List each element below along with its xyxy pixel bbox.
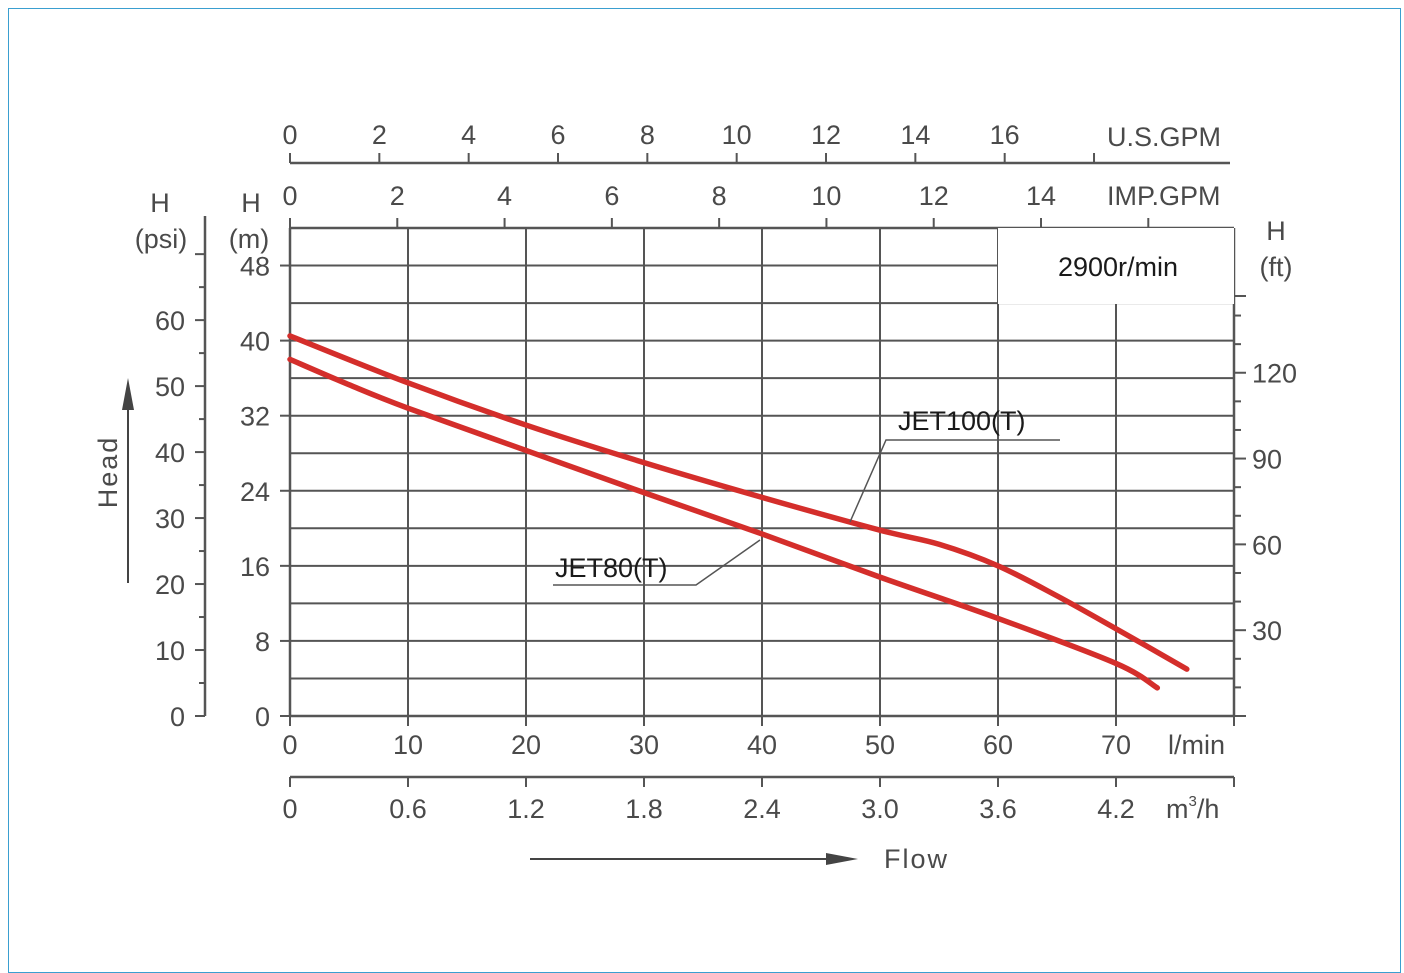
y-ft-tick-label: 60 <box>1252 530 1282 560</box>
head-arrow-head <box>122 378 134 410</box>
x-m3h-tick-label: 1.2 <box>507 794 545 824</box>
x-impgpm-tick-label: 14 <box>1026 181 1056 211</box>
x-m3h-tick-label: 1.8 <box>625 794 663 824</box>
y-psi-label-bottom: (psi) <box>135 224 188 254</box>
x-m3h-unit-base: m <box>1166 794 1189 824</box>
x-m3h-tick-label: 0 <box>282 794 297 824</box>
x-lmin-tick-label: 70 <box>1101 730 1131 760</box>
x-lmin-unit: l/min <box>1168 730 1225 760</box>
y-m-tick-label: 0 <box>255 702 270 732</box>
y-m-label-bottom: (m) <box>229 224 269 254</box>
y-psi-tick-label: 20 <box>155 570 185 600</box>
y-psi-tick-label: 30 <box>155 504 185 534</box>
y-m-tick-label: 16 <box>240 552 270 582</box>
x-usgpm-tick-label: 2 <box>372 120 387 150</box>
y-m-label-top: H <box>241 188 261 218</box>
x-impgpm-unit: IMP.GPM <box>1107 181 1221 211</box>
y-m-tick-label: 24 <box>240 477 270 507</box>
y-psi-label-top: H <box>150 188 170 218</box>
grid <box>290 228 1234 716</box>
x-m3h-tick-label: 0.6 <box>389 794 427 824</box>
x-usgpm-tick-label: 6 <box>550 120 565 150</box>
y-m-tick-label: 8 <box>255 627 270 657</box>
curve-jet100 <box>287 333 1190 672</box>
series-label-jet80: JET80(T) <box>555 553 668 583</box>
y-m-tick-label: 32 <box>240 402 270 432</box>
x-usgpm-tick-label: 14 <box>900 120 930 150</box>
y-ft-tick-label: 120 <box>1252 359 1297 389</box>
x-usgpm-tick-label: 0 <box>282 120 297 150</box>
y-psi-tick-label: 60 <box>155 306 185 336</box>
curve-jet80 <box>287 356 1161 691</box>
leader-jet80 <box>553 539 761 586</box>
y-psi-tick-label: 10 <box>155 636 185 666</box>
x-m3h-unit-sup: 3 <box>1189 793 1197 810</box>
x-lmin-tick-label: 60 <box>983 730 1013 760</box>
x-usgpm-unit: U.S.GPM <box>1107 122 1221 152</box>
axes: 0 10 20 30 40 50 60 700 0.6 1.2 1.8 2.4 3.0 3.6 4.20 2 4… <box>155 120 1297 824</box>
x-impgpm-tick-label: 6 <box>604 181 619 211</box>
x-m3h-tick-label: 3.0 <box>861 794 899 824</box>
x-lmin-tick-label: 50 <box>865 730 895 760</box>
x-lmin-tick-label: 10 <box>393 730 423 760</box>
y-ft-label-bottom: (ft) <box>1260 252 1293 282</box>
x-m3h-unit: m3/h <box>1166 793 1219 824</box>
x-impgpm-tick-label: 8 <box>712 181 727 211</box>
x-lmin-tick-label: 20 <box>511 730 541 760</box>
y-psi-tick-label: 50 <box>155 372 185 402</box>
curves <box>287 333 1190 691</box>
x-m3h-tick-label: 3.6 <box>979 794 1017 824</box>
x-impgpm-tick-label: 0 <box>282 181 297 211</box>
x-impgpm-tick-label: 4 <box>497 181 512 211</box>
leader-jet100 <box>849 439 1060 523</box>
x-m3h-unit-tail: /h <box>1197 794 1220 824</box>
x-usgpm-tick-label: 10 <box>722 120 752 150</box>
y-m-tick-label: 40 <box>240 327 270 357</box>
x-usgpm-tick-label: 4 <box>461 120 476 150</box>
x-impgpm-tick-label: 12 <box>919 181 949 211</box>
y-psi-tick-label: 40 <box>155 438 185 468</box>
speed-box <box>998 228 1234 304</box>
y-axis-title: Head <box>93 436 123 509</box>
y-ft-tick-label: 90 <box>1252 445 1282 475</box>
x-usgpm-tick-label: 16 <box>990 120 1020 150</box>
x-axis-title: Flow <box>884 844 949 874</box>
x-lmin-tick-label: 30 <box>629 730 659 760</box>
x-m3h-tick-label: 2.4 <box>743 794 781 824</box>
y-ft-label-top: H <box>1266 216 1286 246</box>
x-m3h-tick-label: 4.2 <box>1097 794 1135 824</box>
series-label-jet100: JET100(T) <box>898 406 1026 436</box>
x-usgpm-tick-label: 8 <box>640 120 655 150</box>
x-lmin-tick-label: 0 <box>282 730 297 760</box>
y-m-tick-label: 48 <box>240 252 270 282</box>
x-impgpm-tick-label: 10 <box>811 181 841 211</box>
x-impgpm-tick-label: 2 <box>390 181 405 211</box>
x-lmin-tick-label: 40 <box>747 730 777 760</box>
flow-arrow-head <box>826 853 858 865</box>
speed-label: 2900r/min <box>1058 252 1178 282</box>
y-psi-tick-label: 0 <box>170 702 185 732</box>
labels: 2900r/min H (m) H (psi) H (ft) l/min m3/… <box>93 122 1293 874</box>
y-ft-tick-label: 30 <box>1252 616 1282 646</box>
x-usgpm-tick-label: 12 <box>811 120 841 150</box>
